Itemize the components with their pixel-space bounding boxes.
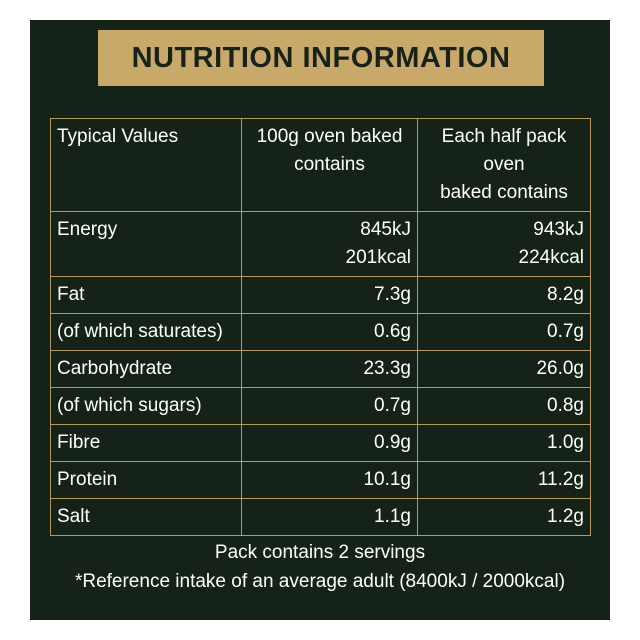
table-header-row: Typical Values 100g oven baked contains … bbox=[50, 118, 591, 212]
header-per-100g-line-1: 100g oven baked bbox=[256, 126, 403, 147]
energy-per-100g: 845kJ 201kcal bbox=[241, 211, 418, 277]
header-per-half-pack-line-1: Each half pack oven bbox=[441, 126, 567, 175]
table-row: Fibre 0.9g 1.0g bbox=[50, 424, 591, 462]
reference-intake-note: *Reference intake of an average adult (8… bbox=[74, 571, 566, 592]
table-row: Fat 7.3g 8.2g bbox=[50, 276, 591, 314]
sugars-per-half-pack: 0.8g bbox=[417, 387, 591, 425]
servings-note: Pack contains 2 servings bbox=[214, 542, 426, 563]
row-label-saturates: (of which saturates) bbox=[50, 313, 242, 351]
nutrition-table: Typical Values 100g oven baked contains … bbox=[50, 118, 591, 536]
fat-per-100g: 7.3g bbox=[241, 276, 418, 314]
table-row: Energy 845kJ 201kcal 943kJ 224kcal bbox=[50, 211, 591, 277]
energy-kcal-per-half-pack: 224kcal bbox=[518, 247, 585, 268]
carbohydrate-per-half-pack: 26.0g bbox=[417, 350, 591, 388]
sugars-per-100g: 0.7g bbox=[241, 387, 418, 425]
footer-notes: Pack contains 2 servings *Reference inta… bbox=[30, 538, 610, 596]
fibre-per-half-pack: 1.0g bbox=[417, 424, 591, 462]
salt-per-half-pack: 1.2g bbox=[417, 498, 591, 536]
nutrition-panel: NUTRITION INFORMATION Typical Values 100… bbox=[30, 20, 610, 620]
fat-per-half-pack: 8.2g bbox=[417, 276, 591, 314]
row-label-fibre: Fibre bbox=[50, 424, 242, 462]
row-label-fat: Fat bbox=[50, 276, 242, 314]
table-row: (of which sugars) 0.7g 0.8g bbox=[50, 387, 591, 425]
fibre-per-100g: 0.9g bbox=[241, 424, 418, 462]
row-label-energy: Energy bbox=[50, 211, 242, 277]
header-typical-values: Typical Values bbox=[50, 118, 242, 212]
protein-per-100g: 10.1g bbox=[241, 461, 418, 499]
header-per-100g: 100g oven baked contains bbox=[241, 118, 418, 212]
table-row: Carbohydrate 23.3g 26.0g bbox=[50, 350, 591, 388]
row-label-salt: Salt bbox=[50, 498, 242, 536]
table-row: Salt 1.1g 1.2g bbox=[50, 498, 591, 536]
row-label-carbohydrate: Carbohydrate bbox=[50, 350, 242, 388]
energy-per-half-pack: 943kJ 224kcal bbox=[417, 211, 591, 277]
salt-per-100g: 1.1g bbox=[241, 498, 418, 536]
saturates-per-half-pack: 0.7g bbox=[417, 313, 591, 351]
header-per-100g-line-2: contains bbox=[294, 154, 365, 175]
header-per-half-pack: Each half pack oven baked contains bbox=[417, 118, 591, 212]
header-per-half-pack-line-2: baked contains bbox=[440, 182, 568, 203]
table-row: (of which saturates) 0.6g 0.7g bbox=[50, 313, 591, 351]
page-title: NUTRITION INFORMATION bbox=[131, 41, 511, 74]
protein-per-half-pack: 11.2g bbox=[417, 461, 591, 499]
energy-kj-per-half-pack: 943kJ bbox=[533, 219, 584, 240]
energy-kcal-per-100g: 201kcal bbox=[345, 247, 412, 268]
carbohydrate-per-100g: 23.3g bbox=[241, 350, 418, 388]
table-row: Protein 10.1g 11.2g bbox=[50, 461, 591, 499]
row-label-sugars: (of which sugars) bbox=[50, 387, 242, 425]
row-label-protein: Protein bbox=[50, 461, 242, 499]
saturates-per-100g: 0.6g bbox=[241, 313, 418, 351]
energy-kj-per-100g: 845kJ bbox=[360, 219, 411, 240]
title-banner: NUTRITION INFORMATION bbox=[98, 30, 544, 86]
